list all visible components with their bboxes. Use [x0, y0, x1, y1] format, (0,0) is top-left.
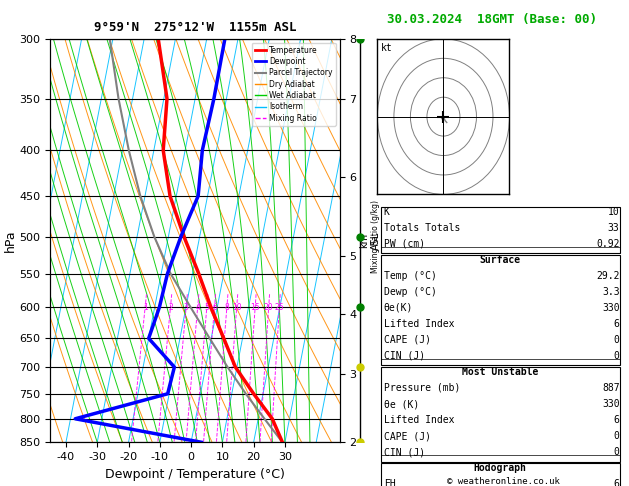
X-axis label: Dewpoint / Temperature (°C): Dewpoint / Temperature (°C): [105, 468, 285, 481]
Text: CAPE (J): CAPE (J): [384, 431, 431, 441]
Text: 10: 10: [608, 207, 620, 217]
Text: 10: 10: [232, 303, 242, 312]
Text: Temp (°C): Temp (°C): [384, 271, 437, 281]
Text: PW (cm): PW (cm): [384, 239, 425, 249]
Text: 6: 6: [614, 415, 620, 425]
Text: Lifted Index: Lifted Index: [384, 319, 454, 329]
Text: 8: 8: [225, 303, 229, 312]
Text: Mixing Ratio (g/kg): Mixing Ratio (g/kg): [371, 200, 380, 273]
Text: 330: 330: [602, 399, 620, 409]
Text: Totals Totals: Totals Totals: [384, 223, 460, 233]
Text: Pressure (mb): Pressure (mb): [384, 383, 460, 393]
Legend: Temperature, Dewpoint, Parcel Trajectory, Dry Adiabat, Wet Adiabat, Isotherm, Mi: Temperature, Dewpoint, Parcel Trajectory…: [252, 43, 336, 125]
Text: Hodograph: Hodograph: [474, 463, 526, 473]
Text: 1: 1: [143, 303, 147, 312]
Text: 0.92: 0.92: [596, 239, 620, 249]
Text: 3.3: 3.3: [602, 287, 620, 297]
Text: 0: 0: [614, 351, 620, 361]
Text: CIN (J): CIN (J): [384, 447, 425, 457]
Text: Surface: Surface: [479, 255, 521, 265]
Text: Lifted Index: Lifted Index: [384, 415, 454, 425]
Text: 20: 20: [264, 303, 274, 312]
Text: 6: 6: [212, 303, 217, 312]
Text: 30.03.2024  18GMT (Base: 00): 30.03.2024 18GMT (Base: 00): [387, 13, 597, 26]
Text: 29.2: 29.2: [596, 271, 620, 281]
Text: 3: 3: [184, 303, 189, 312]
Text: CIN (J): CIN (J): [384, 351, 425, 361]
Text: 887: 887: [602, 383, 620, 393]
Text: 2: 2: [168, 303, 173, 312]
Text: 6: 6: [614, 479, 620, 486]
Y-axis label: km
ASL: km ASL: [359, 231, 381, 250]
Text: 330: 330: [602, 303, 620, 313]
Text: kt: kt: [381, 43, 392, 53]
Text: 6: 6: [614, 319, 620, 329]
Text: 5: 5: [204, 303, 209, 312]
Text: 0: 0: [614, 431, 620, 441]
Text: CAPE (J): CAPE (J): [384, 335, 431, 345]
Text: 33: 33: [608, 223, 620, 233]
Text: 0: 0: [614, 335, 620, 345]
Text: Dewp (°C): Dewp (°C): [384, 287, 437, 297]
Title: 9°59'N  275°12'W  1155m ASL: 9°59'N 275°12'W 1155m ASL: [94, 20, 296, 34]
Text: EH: EH: [384, 479, 396, 486]
Text: 0: 0: [614, 447, 620, 457]
Text: θe (K): θe (K): [384, 399, 419, 409]
Text: 4: 4: [195, 303, 200, 312]
Y-axis label: hPa: hPa: [4, 229, 17, 252]
Text: Most Unstable: Most Unstable: [462, 367, 538, 377]
Text: 15: 15: [250, 303, 260, 312]
Text: © weatheronline.co.uk: © weatheronline.co.uk: [447, 477, 560, 486]
Text: 25: 25: [275, 303, 284, 312]
Text: K: K: [384, 207, 389, 217]
Text: θe(K): θe(K): [384, 303, 413, 313]
